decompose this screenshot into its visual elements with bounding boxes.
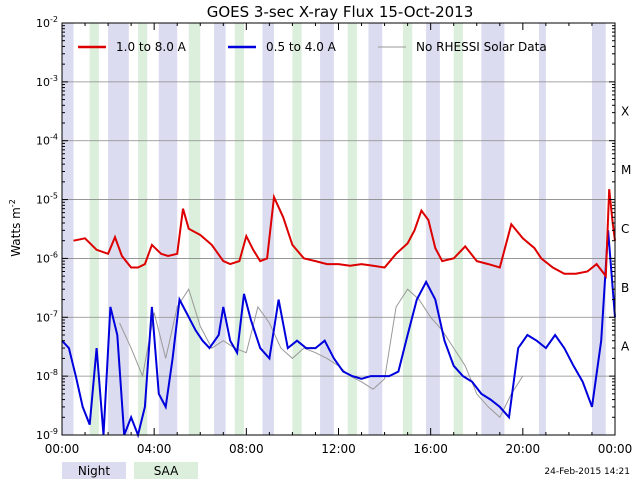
flare-class-label: M: [621, 163, 631, 177]
footer-legend-label: SAA: [154, 464, 179, 478]
footer-legend: Night SAA: [62, 462, 198, 479]
x-tick-label: 00:00: [598, 442, 633, 456]
footer-legend-label: Night: [78, 464, 111, 478]
night-band: [368, 23, 383, 435]
night-band: [320, 23, 334, 435]
footer-legend-swatch: [62, 462, 126, 479]
footer-legend-swatch: [134, 462, 198, 479]
legend-label: 0.5 to 4.0 A: [266, 40, 337, 54]
timestamp: 24-Feb-2015 14:21: [544, 467, 630, 477]
saa-band: [188, 23, 201, 435]
night-band: [62, 23, 74, 435]
y-tick-label: 10-4: [36, 133, 58, 148]
y-tick-label: 10-8: [36, 368, 58, 383]
y-tick-labels: 10-2 10-3 10-4 10-5 10-6 10-7 10-8 10-9: [36, 15, 58, 442]
x-tick-label: 04:00: [137, 442, 172, 456]
saa-band: [403, 23, 413, 435]
night-band: [426, 23, 440, 435]
series-line: [61, 230, 616, 439]
saa-band: [138, 23, 148, 435]
y-tick-label: 10-5: [36, 192, 58, 207]
saa-band: [234, 23, 245, 435]
night-band: [481, 23, 505, 435]
y-tick-label: 10-7: [36, 309, 58, 324]
y-tick-label: 10-3: [36, 74, 58, 89]
flare-class-label: B: [621, 281, 629, 295]
y-tick-label: 10-6: [36, 250, 58, 265]
flare-class-label: A: [621, 340, 630, 354]
x-tick-label: 16:00: [413, 442, 448, 456]
x-tick-label: 00:00: [45, 442, 80, 456]
x-tick-labels: 00:00 04:00 08:00 12:00 16:00 20:00 00:00: [45, 442, 633, 456]
night-band: [214, 23, 226, 435]
saa-band: [347, 23, 357, 435]
data-series: [61, 189, 616, 439]
saa-band: [89, 23, 99, 435]
legend: 1.0 to 8.0 A 0.5 to 4.0 A No RHESSI Solar …: [78, 40, 547, 54]
x-tick-label: 12:00: [321, 442, 356, 456]
y-axis-label: Watts m-2: [8, 199, 23, 257]
y-tick-label: 10-9: [36, 427, 58, 442]
night-band: [108, 23, 129, 435]
night-band: [591, 23, 606, 435]
x-tick-label: 20:00: [506, 442, 541, 456]
series-line: [73, 189, 616, 279]
axis-ticks: [61, 23, 616, 436]
flare-class-label: C: [621, 222, 629, 236]
y-tick-label: 10-2: [36, 15, 58, 30]
legend-label: No RHESSI Solar Data: [416, 40, 547, 54]
flare-class-label: X: [621, 104, 629, 118]
saa-band: [292, 23, 302, 435]
saa-band: [453, 23, 463, 435]
background-bands: [62, 23, 606, 435]
night-band: [262, 23, 274, 435]
series-line: [119, 288, 524, 419]
legend-label: 1.0 to 8.0 A: [116, 40, 187, 54]
chart-title: GOES 3-sec X-ray Flux 15-Oct-2013: [207, 3, 474, 21]
night-band: [158, 23, 178, 435]
x-tick-label: 08:00: [229, 442, 264, 456]
flare-class-labels: X M C B A: [621, 104, 631, 353]
night-band: [538, 23, 546, 435]
